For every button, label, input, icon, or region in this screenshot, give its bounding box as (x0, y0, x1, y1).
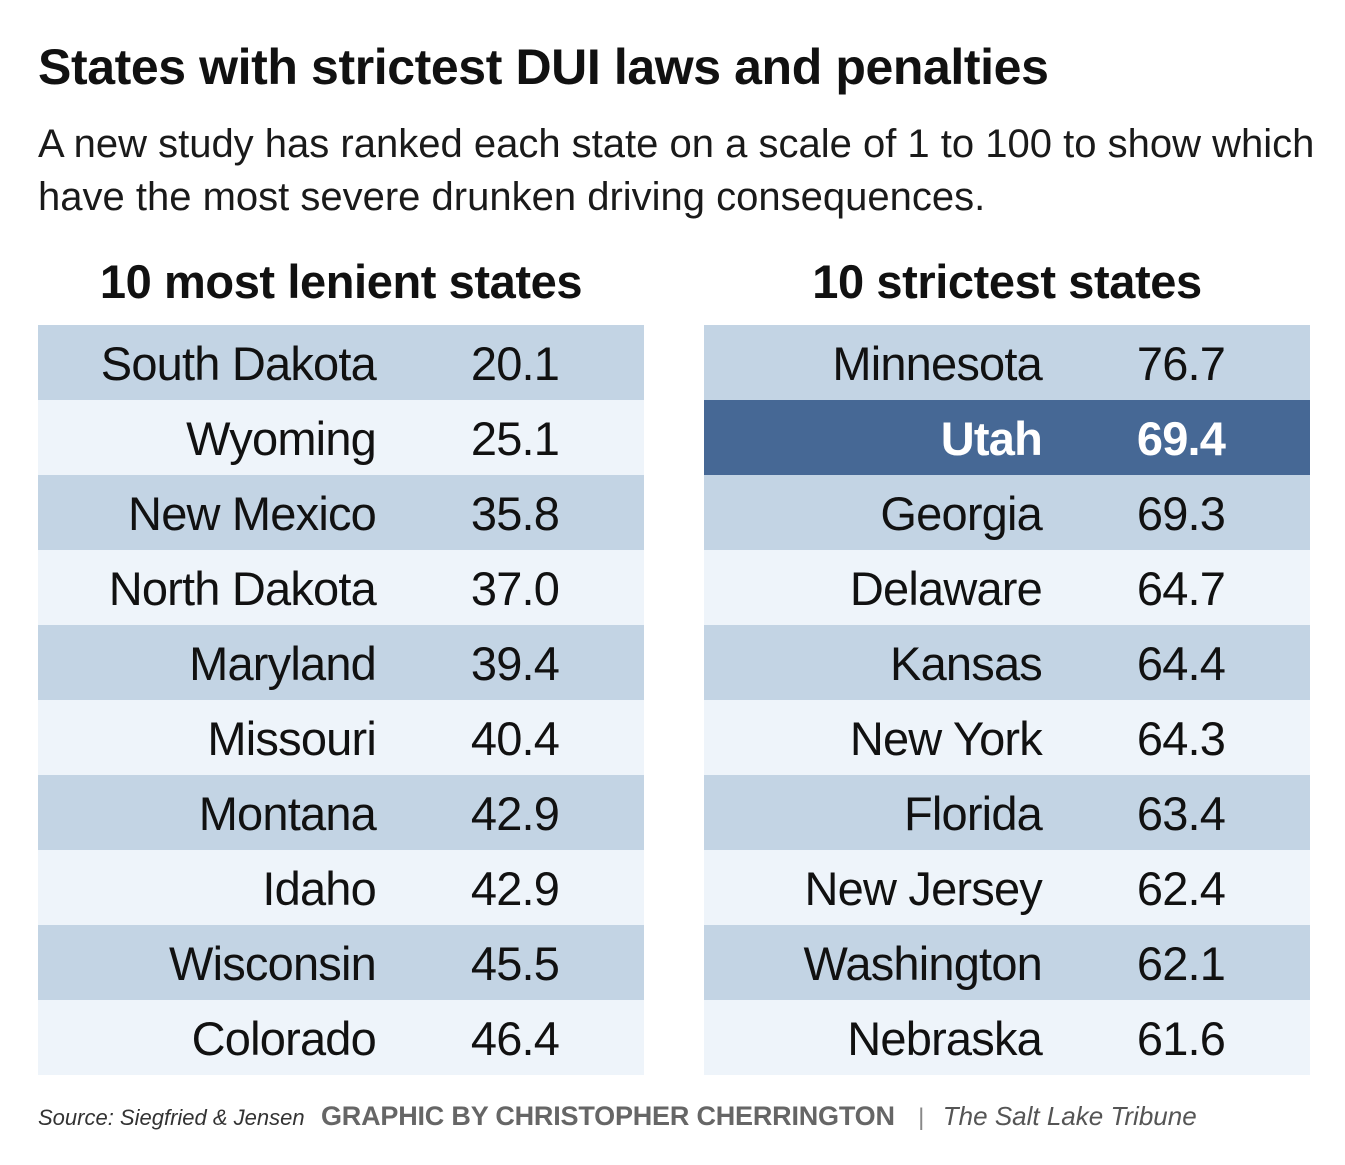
table-row: New Mexico 35.8 (38, 475, 644, 550)
state-name: North Dakota (108, 562, 377, 615)
state-name: South Dakota (100, 337, 377, 390)
state-score: 42.9 (470, 862, 560, 915)
state-name: Idaho (262, 862, 376, 915)
table-row: South Dakota 20.1 (38, 325, 644, 400)
table-row: Maryland 39.4 (38, 625, 644, 700)
table-row: Delaware 64.7 (704, 550, 1310, 625)
table-row: Wyoming 25.1 (38, 400, 644, 475)
state-score: 39.4 (470, 637, 560, 690)
table-row: Florida 63.4 (704, 775, 1310, 850)
state-score: 46.4 (470, 1012, 560, 1065)
state-score: 42.9 (470, 787, 560, 840)
strictest-states-table: 10 strictest states Minnesota 76.7 Utah 69.… (704, 250, 1310, 1075)
strictest-states-heading: 10 strictest states (812, 255, 1202, 308)
highlighted-table-row: Utah 69.4 (704, 400, 1310, 475)
table-row: Wisconsin 45.5 (38, 925, 644, 1000)
state-name: Kansas (890, 637, 1043, 690)
table-row: New Jersey 62.4 (704, 850, 1310, 925)
state-score: 25.1 (470, 412, 560, 465)
state-score: 37.0 (470, 562, 560, 615)
state-score: 45.5 (470, 937, 560, 990)
state-name: Georgia (880, 487, 1042, 540)
state-name: New York (849, 712, 1043, 765)
state-name: Montana (198, 787, 377, 840)
state-score: 62.1 (1136, 937, 1226, 990)
table-row: Colorado 46.4 (38, 1000, 644, 1075)
graphic-credit: GRAPHIC BY CHRISTOPHER CHERRINGTON (321, 1101, 895, 1131)
state-name: New Jersey (804, 862, 1042, 915)
state-score: 69.3 (1136, 487, 1226, 540)
table-row: Georgia 69.3 (704, 475, 1310, 550)
state-score: 64.4 (1136, 637, 1226, 690)
state-score: 63.4 (1136, 787, 1226, 840)
state-name: Utah (940, 412, 1043, 465)
state-score: 64.7 (1136, 562, 1226, 615)
state-score: 76.7 (1136, 337, 1226, 390)
state-name: Wyoming (186, 412, 377, 465)
table-row: Idaho 42.9 (38, 850, 644, 925)
table-row: Missouri 40.4 (38, 700, 644, 775)
table-row: Nebraska 61.6 (704, 1000, 1310, 1075)
state-name: Colorado (191, 1012, 377, 1065)
graphic-footer: Source: Siegfried & Jensen GRAPHIC BY CH… (38, 1096, 1328, 1136)
state-name: Minnesota (832, 337, 1042, 390)
state-score: 61.6 (1136, 1012, 1226, 1065)
state-name: Washington (803, 937, 1043, 990)
state-name: Maryland (189, 637, 377, 690)
table-row: Washington 62.1 (704, 925, 1310, 1000)
state-name: Florida (903, 787, 1043, 840)
source-note: Source: Siegfried & Jensen (38, 1105, 305, 1130)
table-row: Minnesota 76.7 (704, 325, 1310, 400)
state-score: 69.4 (1136, 412, 1226, 465)
state-name: Delaware (849, 562, 1043, 615)
state-name: New Mexico (128, 487, 377, 540)
footer-separator: | (918, 1104, 925, 1131)
state-score: 62.4 (1136, 862, 1226, 915)
page-title: States with strictest DUI laws and penal… (38, 39, 1049, 95)
state-score: 64.3 (1136, 712, 1226, 765)
lenient-states-table: 10 most lenient states South Dakota 20.1 W… (38, 250, 644, 1075)
lenient-states-heading: 10 most lenient states (99, 255, 583, 308)
table-row: New York 64.3 (704, 700, 1310, 775)
state-name: Nebraska (847, 1012, 1043, 1065)
table-row: North Dakota 37.0 (38, 550, 644, 625)
table-row: Kansas 64.4 (704, 625, 1310, 700)
state-name: Wisconsin (169, 937, 377, 990)
lenient-states-rows: South Dakota 20.1 Wyoming 25.1 New Mexico 35.… (38, 325, 644, 1075)
state-score: 20.1 (470, 337, 560, 390)
page-subtitle: A new study has ranked each state on a s… (38, 122, 1315, 219)
state-score: 35.8 (470, 487, 560, 540)
state-name: Missouri (207, 712, 376, 765)
table-row: Montana 42.9 (38, 775, 644, 850)
state-score: 40.4 (470, 712, 560, 765)
strictest-states-rows: Minnesota 76.7 Utah 69.4 Georgia 69.3 Delaware… (704, 325, 1310, 1075)
publication-name: The Salt Lake Tribune (942, 1101, 1197, 1131)
